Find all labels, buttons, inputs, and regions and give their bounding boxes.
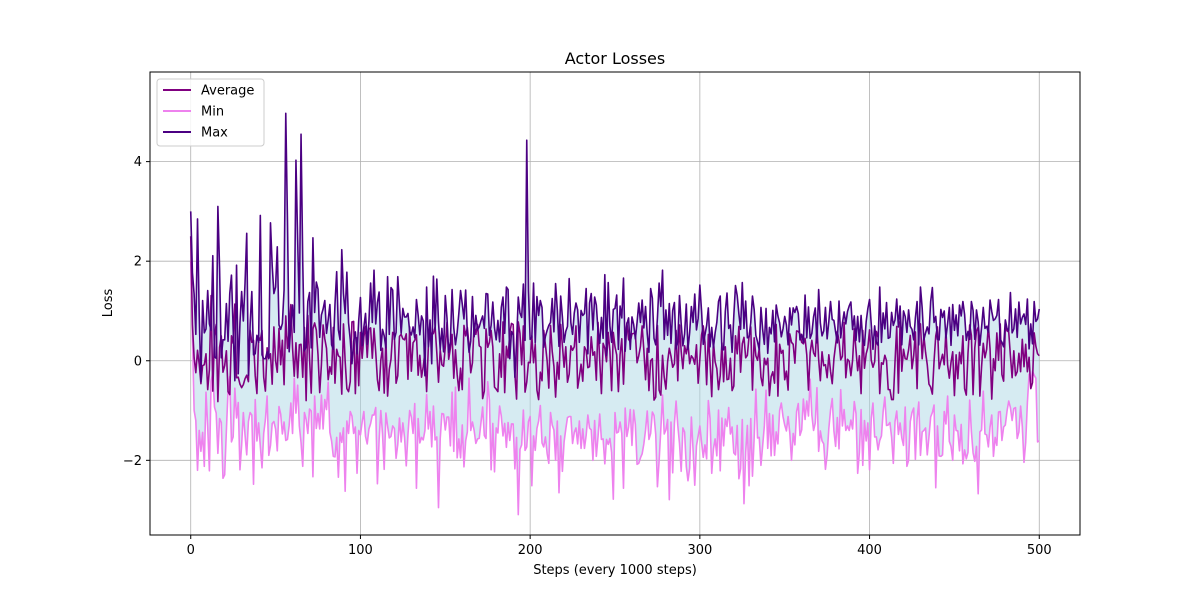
y-axis-ticks: −2 0 2 4 xyxy=(123,155,150,469)
legend-box xyxy=(156,78,265,147)
x-tick-label-2: 200 xyxy=(518,543,543,558)
plot-frame xyxy=(149,71,1081,536)
x-tick-label-0: 0 xyxy=(187,543,195,558)
legend-label-min: Min xyxy=(201,105,224,120)
y-tick-label-1: 0 xyxy=(134,354,142,369)
series-lines xyxy=(189,112,1041,516)
legend-label-average: Average xyxy=(201,84,254,99)
x-tick-label-4: 400 xyxy=(857,543,882,558)
legend: Average Min Max xyxy=(156,78,265,147)
y-axis-label: Loss xyxy=(101,289,116,318)
series-line-max xyxy=(189,112,1041,383)
series-line-min xyxy=(189,261,1040,516)
y-tick-label-2: 2 xyxy=(134,255,142,270)
legend-label-max: Max xyxy=(201,126,228,141)
chart-title: Actor Losses xyxy=(565,49,665,68)
min-max-fill xyxy=(190,113,1040,515)
x-tick-label-5: 500 xyxy=(1027,543,1052,558)
min-max-band xyxy=(190,113,1040,515)
y-tick-label-0: −2 xyxy=(123,454,142,469)
x-axis-label: Steps (every 1000 steps) xyxy=(533,563,697,578)
y-tick-label-3: 4 xyxy=(134,155,142,170)
x-tick-label-3: 300 xyxy=(687,543,712,558)
series-line-average xyxy=(189,236,1040,403)
x-tick-label-1: 100 xyxy=(348,543,373,558)
x-axis-ticks: 0 100 200 300 400 500 xyxy=(187,535,1052,558)
